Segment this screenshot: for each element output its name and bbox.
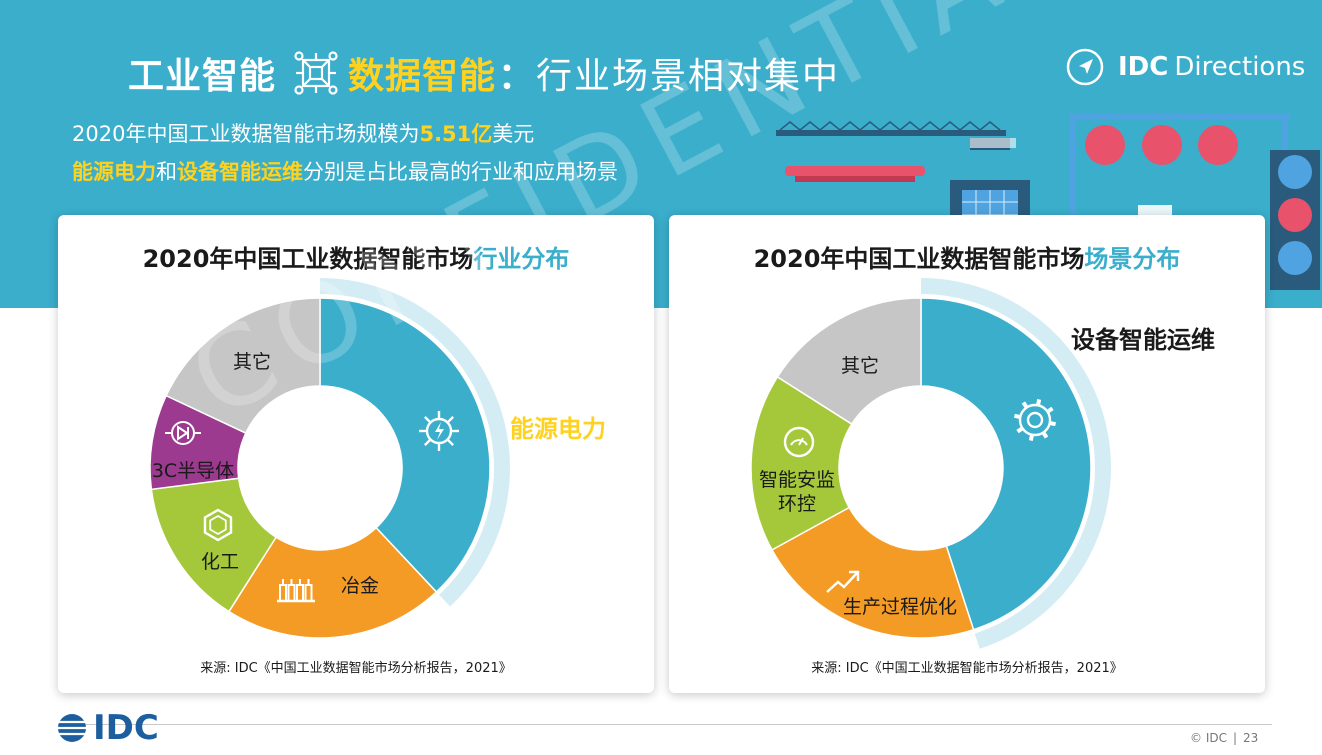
donut-slice: [920, 297, 1092, 631]
scenario-source-note: 来源: IDC《中国工业数据智能市场分析报告，2021》: [811, 661, 1123, 676]
industry-distribution-card: 能源电力冶金 化工 3C半导体 其它 2020年中国工业数据智能市场行业分布 来源: …: [58, 215, 654, 693]
slice-label: 智能安监环控: [759, 469, 835, 515]
brand-directions: Directions: [1174, 52, 1306, 82]
slice-label: 其它: [841, 355, 879, 377]
slice-label: 能源电力: [510, 415, 606, 443]
slice-label: 其它: [233, 351, 271, 373]
hexagon-icon: [203, 508, 233, 542]
brand-logo: IDC Directions: [1066, 48, 1305, 86]
donut-slice: [750, 375, 853, 551]
slice-label: 设备智能运维: [1071, 326, 1215, 354]
title-part2: 数据智能: [348, 56, 497, 97]
gear-icon: [1014, 399, 1056, 441]
diode-icon: [165, 421, 201, 445]
scenario-distribution-card: 设备智能运维生产过程优化 智能安监环控 其它 2020年中国工业数据智能市场场景分布…: [669, 215, 1265, 693]
industry-chart-title: 2020年中国工业数据智能市场行业分布: [58, 239, 654, 274]
sub2-suffix: 分别是占比最高的行业和应用场景: [303, 160, 618, 184]
donut-slice: [165, 297, 321, 435]
subtitle-line1: 2020年中国工业数据智能市场规模为5.51亿美元: [72, 118, 534, 148]
market-size-value: 5.51亿: [419, 122, 493, 146]
idc-footer-logo-text: IDC: [93, 708, 159, 748]
industry-title-main: 2020年中国工业数据智能市场: [142, 245, 474, 273]
factory-icon: [277, 579, 315, 603]
donut-slice: [227, 526, 438, 639]
subtitle-line2: 能源电力和设备智能运维分别是占比最高的行业和应用场景: [72, 156, 618, 186]
gear-bolt-icon: [419, 411, 459, 451]
title-part3: 行业场景相对集中: [536, 56, 841, 97]
title-colon: ：: [498, 56, 535, 97]
globe-icon: [57, 714, 87, 742]
copyright: © IDC: [1190, 731, 1227, 745]
industry-title-accent: 行业分布: [473, 245, 570, 273]
page-info: © IDC | 23: [1190, 731, 1258, 745]
title-part1: 工业智能: [128, 56, 277, 97]
sub2-mid: 和: [156, 160, 177, 184]
page-separator: |: [1232, 731, 1238, 745]
page-number: 23: [1243, 731, 1259, 745]
slice-label: 冶金: [341, 575, 379, 597]
trend-up-icon: [826, 570, 860, 593]
compass-icon: [1066, 48, 1104, 86]
footer-divider: [58, 724, 1272, 725]
slice-label: 生产过程优化: [843, 596, 957, 618]
slice-label: 化工: [201, 551, 239, 573]
scenario-chart-title: 2020年中国工业数据智能市场场景分布: [669, 239, 1265, 274]
gauge-icon: [783, 426, 815, 458]
sub2-highlight-scenario: 设备智能运维: [177, 160, 303, 184]
idc-footer-logo: IDC: [55, 708, 159, 748]
donut-slice: [771, 506, 975, 639]
sub1-prefix: 2020年中国工业数据智能市场规模为: [72, 122, 420, 146]
sub2-highlight-industry: 能源电力: [72, 160, 156, 184]
sub1-suffix: 美元: [492, 122, 535, 146]
highlight-ring: [320, 278, 510, 607]
industry-source-note: 来源: IDC《中国工业数据智能市场分析报告，2021》: [200, 661, 512, 676]
scenario-title-main: 2020年中国工业数据智能市场: [753, 245, 1085, 273]
chip-icon: [294, 51, 338, 95]
scenario-title-accent: 场景分布: [1084, 245, 1181, 273]
slice-label: 3C半导体: [152, 460, 234, 482]
donut-slice: [319, 297, 491, 593]
donut-slice: [776, 297, 922, 426]
page-title: 工业智能 数据智能 ： 行业场景相对集中: [128, 48, 840, 98]
brand-idc: IDC: [1118, 52, 1169, 82]
